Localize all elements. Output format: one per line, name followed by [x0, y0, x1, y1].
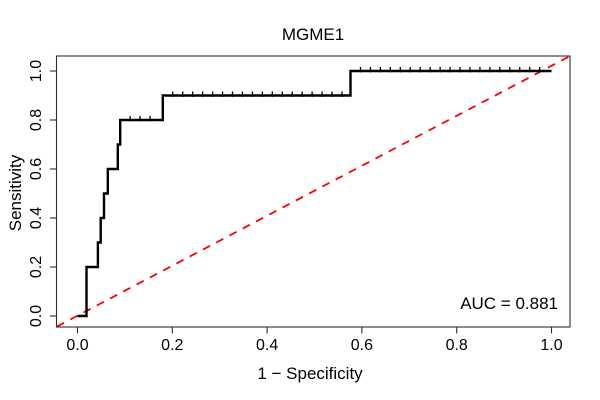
x-tick-label: 0.4	[255, 337, 279, 354]
y-tick-label: 0.0	[28, 304, 45, 328]
chance-diagonal-line	[56, 55, 570, 328]
y-tick-label: 0.6	[28, 157, 45, 181]
y-axis-label: Sensitivity	[6, 154, 25, 232]
x-tick-label: 0.2	[161, 337, 184, 354]
y-tick-label: 0.4	[28, 206, 45, 230]
roc-curve	[77, 69, 552, 318]
y-tick-label: 1.0	[28, 59, 45, 83]
chart-title: MGME1	[281, 25, 345, 44]
y-tick-label: 0.8	[28, 108, 45, 132]
y-tick-label: 0.2	[28, 255, 45, 279]
x-tick-label: 0.6	[350, 337, 374, 354]
x-tick-label: 0.8	[445, 337, 468, 354]
x-tick-label: 1.0	[540, 337, 563, 354]
plot-box	[55, 55, 571, 328]
x-axis-label: 1 − Specificity	[257, 364, 363, 383]
auc-annotation: AUC = 0.881	[460, 294, 558, 313]
x-tick-label: 0.0	[66, 337, 89, 354]
